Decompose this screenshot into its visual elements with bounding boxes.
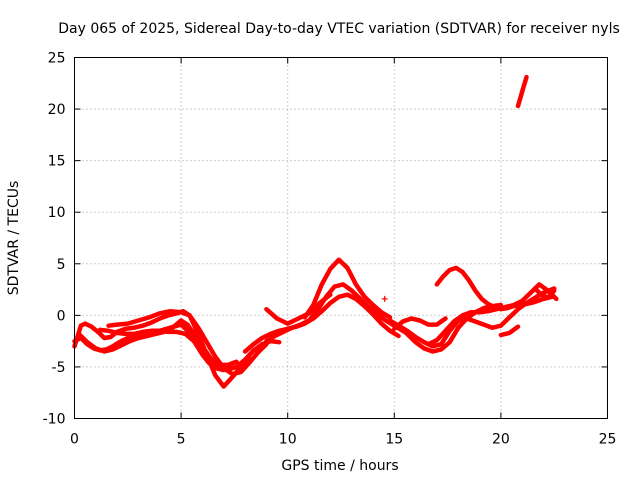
grid-layer [74,57,608,419]
x-tick-label: 5 [177,432,186,448]
y-axis-label: SDTVAR / TECUs [6,181,22,296]
series-arc-g [264,282,414,344]
series-arc-h [302,257,393,320]
series-arc-j [387,302,504,354]
plot-layer [72,74,559,389]
axes-layer: 0 5 10 15 20 25 -10 -5 0 5 10 15 20 25 [43,51,617,448]
series-arc-l [434,265,555,312]
series-arc-q [532,286,557,301]
series-arc-o [498,324,521,338]
y-tick-label: 5 [57,257,66,273]
x-tick-label: 20 [492,432,510,448]
y-tick-label: -5 [52,360,66,376]
y-tick-label: -10 [43,412,66,428]
y-tick-label: 15 [48,154,66,170]
x-tick-label: 25 [599,432,617,448]
plot-frame [74,57,608,419]
y-tick-label: 25 [48,51,66,67]
series-arc-e [97,327,239,368]
y-tick-label: 20 [48,102,66,118]
series-arc-i [264,292,333,326]
series-arc-k [396,286,557,349]
data-point [381,295,388,302]
x-tick-label: 10 [279,432,297,448]
y-tick-label: 10 [48,205,66,221]
x-axis-label: GPS time / hours [281,458,398,474]
series-arc-m [392,316,448,332]
chart-title: Day 065 of 2025, Sidereal Day-to-day VTE… [58,21,620,37]
series-arc-c [72,308,269,377]
series-arc-f [242,292,401,354]
x-tick-label: 0 [70,432,79,448]
series-arc-d [106,308,252,389]
x-tick-label: 15 [385,432,403,448]
y-tick-label: 0 [57,308,66,324]
series-arc-p [515,74,529,109]
